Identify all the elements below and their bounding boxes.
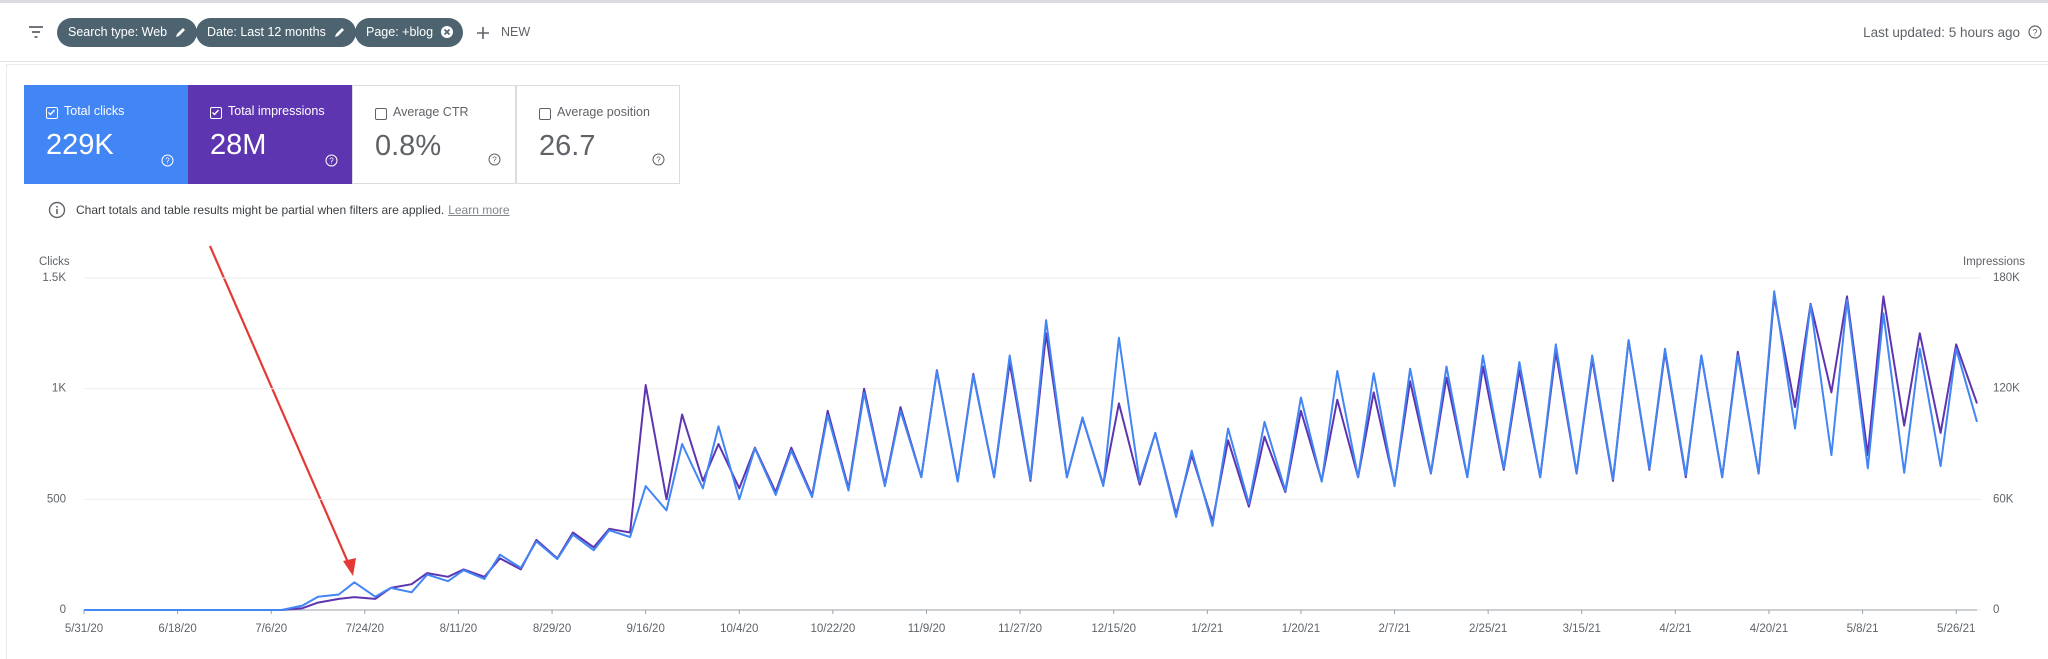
y-tick-label: 0 xyxy=(60,604,66,616)
annotation-arrow xyxy=(208,245,352,568)
svg-text:?: ? xyxy=(329,157,334,166)
x-tick-label: 10/4/20 xyxy=(720,623,758,635)
x-tick-label: 1/2/21 xyxy=(1191,623,1223,635)
x-tick-label: 11/27/20 xyxy=(998,623,1042,635)
notice-text: Chart totals and table results might be … xyxy=(76,203,445,217)
metric-value: 0.8% xyxy=(375,130,442,162)
x-tick-label: 2/25/21 xyxy=(1469,623,1507,635)
x-tick-label: 7/24/20 xyxy=(346,623,384,635)
performance-panel xyxy=(6,64,2048,659)
svg-text:?: ? xyxy=(165,157,170,166)
help-icon: ? xyxy=(652,153,665,171)
info-icon xyxy=(48,201,66,219)
window-edge xyxy=(0,0,2048,3)
metric-card[interactable]: Average position 26.7? xyxy=(516,85,680,184)
filter-icon[interactable] xyxy=(27,23,45,41)
y2-axis-title: Impressions xyxy=(1963,256,2025,268)
series-line xyxy=(84,290,1978,611)
svg-text:?: ? xyxy=(2032,28,2037,38)
checkbox xyxy=(210,107,222,119)
y-axis-title: Clicks xyxy=(39,256,70,268)
chip-label: Search type: Web xyxy=(68,25,168,39)
y2-tick-label: 120K xyxy=(1993,383,2020,395)
help-icon: ? xyxy=(161,154,174,172)
y-tick-label: 1K xyxy=(52,383,66,395)
arrow-head xyxy=(343,558,356,576)
checkbox xyxy=(46,107,58,119)
metric-value: 28M xyxy=(210,129,267,161)
y-tick-label: 500 xyxy=(47,493,66,505)
x-tick-label: 5/26/21 xyxy=(1937,623,1975,635)
x-tick-label: 6/18/20 xyxy=(158,623,196,635)
y2-tick-label: 60K xyxy=(1993,493,2014,505)
x-tick-label: 11/9/20 xyxy=(908,623,946,635)
metric-label: Average position xyxy=(557,105,650,119)
remove-icon[interactable] xyxy=(440,25,454,39)
x-tick-label: 8/11/20 xyxy=(440,623,478,635)
x-tick-label: 9/16/20 xyxy=(626,623,664,635)
svg-text:?: ? xyxy=(656,156,661,165)
last-updated: Last updated: 5 hours ago xyxy=(1863,25,2020,40)
metric-card[interactable]: Average CTR 0.8%? xyxy=(352,85,516,184)
metric-label: Average CTR xyxy=(393,105,469,119)
help-icon: ? xyxy=(488,153,501,171)
filter-chip[interactable]: Date: Last 12 months xyxy=(196,18,356,47)
metric-card[interactable]: Total impressions 28M? xyxy=(188,85,352,184)
filter-bar: Search type: Web Date: Last 12 months Pa… xyxy=(0,3,2048,62)
y2-tick-label: 0 xyxy=(1993,604,1999,616)
x-tick-label: 1/20/21 xyxy=(1282,623,1320,635)
chip-label: Date: Last 12 months xyxy=(207,25,326,39)
svg-text:?: ? xyxy=(492,156,497,165)
edit-icon[interactable] xyxy=(333,25,347,39)
x-tick-label: 12/15/20 xyxy=(1091,623,1136,635)
x-tick-label: 10/22/20 xyxy=(810,623,855,635)
x-tick-label: 4/2/21 xyxy=(1659,623,1691,635)
filter-chip[interactable]: Search type: Web xyxy=(57,18,198,47)
x-tick-label: 8/29/20 xyxy=(533,623,571,635)
series-line xyxy=(84,295,1978,611)
x-tick-label: 5/31/20 xyxy=(65,623,103,635)
filter-chip[interactable]: Page: +blog xyxy=(355,18,464,47)
plus-icon xyxy=(477,27,489,39)
chart: Clicks Impressions 0 500 1K 1.5K 0 60K 120K 180… xyxy=(39,245,2025,635)
x-tick-label: 3/15/21 xyxy=(1563,623,1601,635)
metric-label: Total impressions xyxy=(228,104,325,118)
x-tick-label: 2/7/21 xyxy=(1379,623,1411,635)
x-tick-label: 7/6/20 xyxy=(255,623,287,635)
metric-card[interactable]: Total clicks 229K? xyxy=(24,85,188,184)
y-tick-label: 1.5K xyxy=(42,272,66,284)
metric-value: 229K xyxy=(46,129,114,161)
x-tick-label: 5/8/21 xyxy=(1847,623,1879,635)
help-icon: ? xyxy=(325,154,338,172)
new-filter-button[interactable]: NEW xyxy=(475,18,530,47)
help-icon[interactable]: ? xyxy=(2028,25,2042,39)
y2-tick-label: 180K xyxy=(1993,272,2020,284)
metric-label: Total clicks xyxy=(64,104,125,118)
checkbox xyxy=(539,108,551,120)
x-tick-label: 4/20/21 xyxy=(1750,623,1788,635)
checkbox xyxy=(375,108,387,120)
notice: Chart totals and table results might be … xyxy=(48,200,510,220)
metric-value: 26.7 xyxy=(539,130,596,162)
new-label: NEW xyxy=(501,25,531,39)
chip-label: Page: +blog xyxy=(366,25,434,39)
edit-icon[interactable] xyxy=(174,25,188,39)
learn-more-link[interactable]: Learn more xyxy=(448,203,510,217)
